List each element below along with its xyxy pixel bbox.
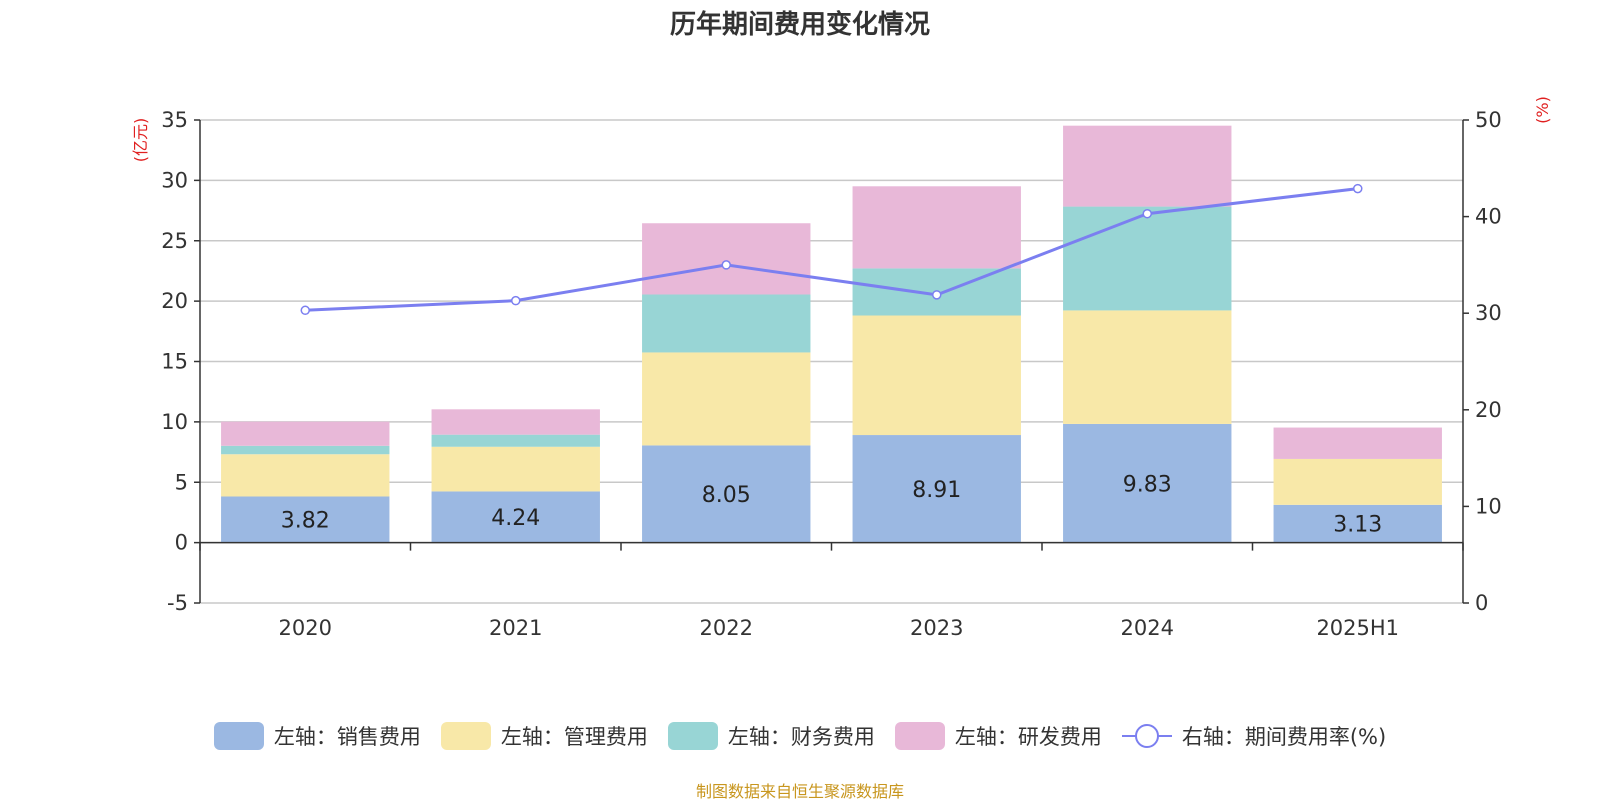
left-axis-tick-label: 0 (175, 531, 188, 555)
rate-line-point (511, 295, 521, 306)
legend-item[interactable]: 左轴：销售费用 (213, 721, 421, 751)
bar-segment (1063, 310, 1232, 424)
bar-segment (642, 352, 811, 446)
rate-line-layer (300, 183, 1363, 316)
right-axis-tick-label: 30 (1475, 301, 1502, 325)
rate-line (305, 187, 1358, 312)
category-label: 2024 (1121, 616, 1174, 640)
legend-label: 左轴：销售费用 (273, 725, 421, 749)
bar-data-label: 8.91 (912, 478, 961, 503)
bar-segment (431, 434, 600, 447)
axes: -5 0 5 10 15 20 25 30 35 0 10 20 30 40 50 (亿元) (%) 2020 20… (131, 96, 1552, 640)
source-note: 制图数据来自恒生聚源数据库 (695, 782, 904, 801)
bar-segment (852, 186, 1021, 269)
left-axis-tick-label: 10 (161, 410, 188, 434)
bar-segment (431, 446, 600, 492)
legend-swatch (894, 722, 945, 750)
left-axis-unit: (亿元) (131, 118, 150, 163)
left-axis-tick-label: 20 (161, 289, 188, 313)
legend-swatch (213, 722, 264, 750)
legend-label: 右轴：期间费用率(%) (1181, 725, 1387, 749)
bar-data-label: 4.24 (491, 506, 540, 531)
chart-plot: -5 0 5 10 15 20 25 30 35 0 10 20 30 40 50 (亿元) (%) 2020 20… (131, 96, 1552, 640)
chart-title: 历年期间费用变化情况 (669, 10, 930, 40)
bar-segment (1273, 427, 1442, 459)
left-axis-tick-label: 25 (161, 229, 188, 253)
bar-layer (221, 125, 1442, 543)
right-axis-tick-label: 20 (1475, 398, 1502, 422)
bar-segment (852, 435, 1021, 543)
bar-segment (1063, 206, 1232, 311)
legend-label: 左轴：管理费用 (500, 725, 648, 749)
legend-swatch (440, 722, 491, 750)
bar-segment (221, 421, 390, 446)
data-labels: 3.82 4.24 8.05 8.91 9.83 3.13 (281, 472, 1382, 537)
bar-segment (221, 445, 390, 455)
bar-segment (852, 315, 1021, 436)
right-axis-unit: (%) (1533, 96, 1552, 124)
bar-data-label: 9.83 (1123, 472, 1172, 497)
legend: 左轴：销售费用 左轴：管理费用 左轴：财务费用 左轴：研发费用 右轴：期间费用率(%) (0, 718, 1600, 754)
legend-label: 左轴：研发费用 (954, 725, 1102, 749)
rate-line-point (1142, 208, 1152, 219)
legend-item[interactable]: 右轴：期间费用率(%) (1121, 721, 1387, 751)
left-axis-tick-label: 30 (161, 168, 188, 192)
bar-data-label: 8.05 (702, 483, 751, 508)
bar-data-label: 3.13 (1333, 513, 1382, 538)
left-axis-tick-label: -5 (167, 591, 188, 615)
bar-segment (431, 409, 600, 435)
bar-segment (431, 491, 600, 543)
left-axis-tick-label: 5 (175, 470, 188, 494)
legend-item[interactable]: 左轴：管理费用 (440, 721, 648, 751)
bar-segment (642, 445, 811, 543)
right-axis-tick-label: 10 (1475, 494, 1502, 518)
rate-line-point (1353, 183, 1363, 194)
category-label: 2023 (910, 616, 963, 640)
category-label: 2025H1 (1316, 616, 1399, 640)
rate-line-point (932, 290, 942, 300)
legend-swatch (667, 722, 718, 750)
bar-segment (1273, 504, 1442, 543)
category-label: 2022 (700, 616, 753, 640)
left-axis-tick-label: 35 (161, 108, 188, 132)
bar-segment (1273, 458, 1442, 505)
category-label: 2021 (489, 616, 542, 640)
right-axis-tick-label: 0 (1475, 591, 1488, 615)
category-label: 2020 (279, 616, 332, 640)
right-axis-tick-label: 50 (1475, 108, 1502, 132)
legend-item[interactable]: 左轴：财务费用 (667, 721, 875, 751)
bar-segment (642, 223, 811, 295)
left-axis-tick-label: 15 (161, 350, 188, 374)
legend-item[interactable]: 左轴：研发费用 (894, 721, 1102, 751)
bar-segment (221, 496, 390, 543)
rate-line-point (721, 260, 731, 270)
legend-label: 左轴：财务费用 (727, 725, 875, 749)
bar-segment (642, 294, 811, 353)
bar-segment (1063, 423, 1232, 543)
rate-line-point (300, 305, 310, 316)
bar-data-label: 3.82 (281, 509, 330, 534)
legend-line-marker-icon (1121, 722, 1172, 750)
right-axis-tick-label: 40 (1475, 205, 1502, 229)
bar-segment (221, 454, 390, 497)
bar-segment (1063, 125, 1232, 207)
